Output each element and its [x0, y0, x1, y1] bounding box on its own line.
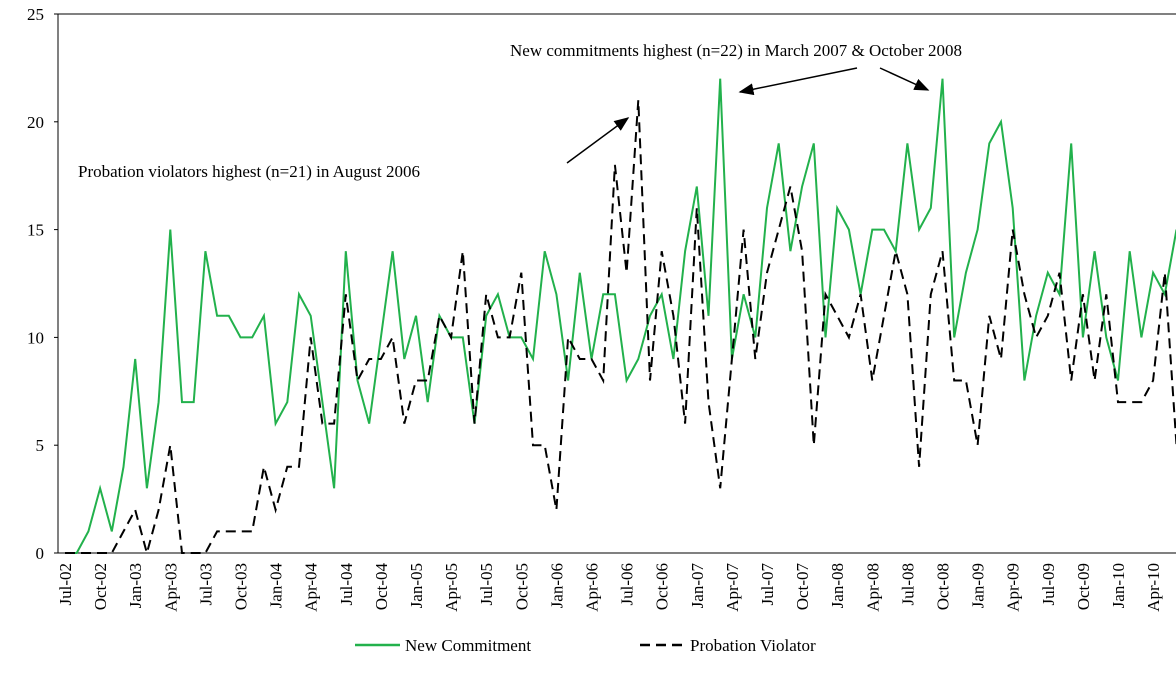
x-tick-label: Jul-08: [898, 563, 917, 606]
x-tick-label: Jan-10: [1109, 563, 1128, 608]
x-tick-label: Oct-02: [91, 563, 110, 610]
x-tick-label: Jul-02: [56, 563, 75, 606]
x-tick-label: Jul-04: [337, 563, 356, 606]
x-tick-label: Jul-06: [618, 563, 637, 606]
x-tick-label: Jan-09: [969, 563, 988, 608]
annotation: New commitments highest (n=22) in March …: [510, 41, 962, 60]
y-tick-label: 20: [27, 113, 44, 132]
legend-label: Probation Violator: [690, 636, 816, 655]
arrow: [879, 67, 930, 91]
y-tick-label: 5: [36, 436, 45, 455]
x-tick-label: Jan-04: [267, 563, 286, 609]
x-tick-label: Jan-05: [407, 563, 426, 608]
x-tick-label: Oct-08: [934, 563, 953, 610]
y-tick-label: 25: [27, 5, 44, 24]
x-tick-label: Apr-03: [161, 563, 180, 612]
x-tick-label: Oct-05: [512, 563, 531, 610]
x-tick-label: Apr-08: [863, 563, 882, 612]
x-tick-label: Jan-08: [828, 563, 847, 608]
annotation: Probation violators highest (n=21) in Au…: [78, 162, 420, 181]
x-tick-label: Apr-09: [1004, 563, 1023, 612]
x-tick-label: Oct-03: [232, 563, 251, 610]
x-tick-label: Jul-05: [477, 563, 496, 606]
x-tick-label: Apr-07: [723, 563, 742, 612]
x-tick-label: Oct-06: [653, 563, 672, 610]
x-tick-label: Jan-03: [126, 563, 145, 608]
series-line: [65, 100, 1176, 557]
x-tick-label: Apr-04: [302, 563, 321, 612]
x-tick-label: Jan-07: [688, 563, 707, 609]
x-tick-label: Jul-09: [1039, 563, 1058, 606]
x-tick-label: Jul-07: [758, 563, 777, 606]
x-tick-label: Jan-06: [547, 563, 566, 608]
legend-label: New Commitment: [405, 636, 531, 655]
x-tick-label: Apr-10: [1144, 563, 1163, 612]
arrow: [738, 67, 858, 96]
x-tick-label: Oct-09: [1074, 563, 1093, 610]
x-tick-label: Apr-05: [442, 563, 461, 612]
arrow: [566, 117, 630, 164]
series-line: [65, 78, 1176, 554]
x-tick-label: Oct-04: [372, 563, 391, 611]
x-tick-label: Jul-03: [196, 563, 215, 606]
y-tick-label: 10: [27, 328, 44, 347]
x-tick-label: Oct-07: [793, 563, 812, 611]
y-tick-label: 0: [36, 544, 45, 563]
x-tick-label: Apr-06: [583, 563, 602, 612]
y-tick-label: 15: [27, 221, 44, 240]
